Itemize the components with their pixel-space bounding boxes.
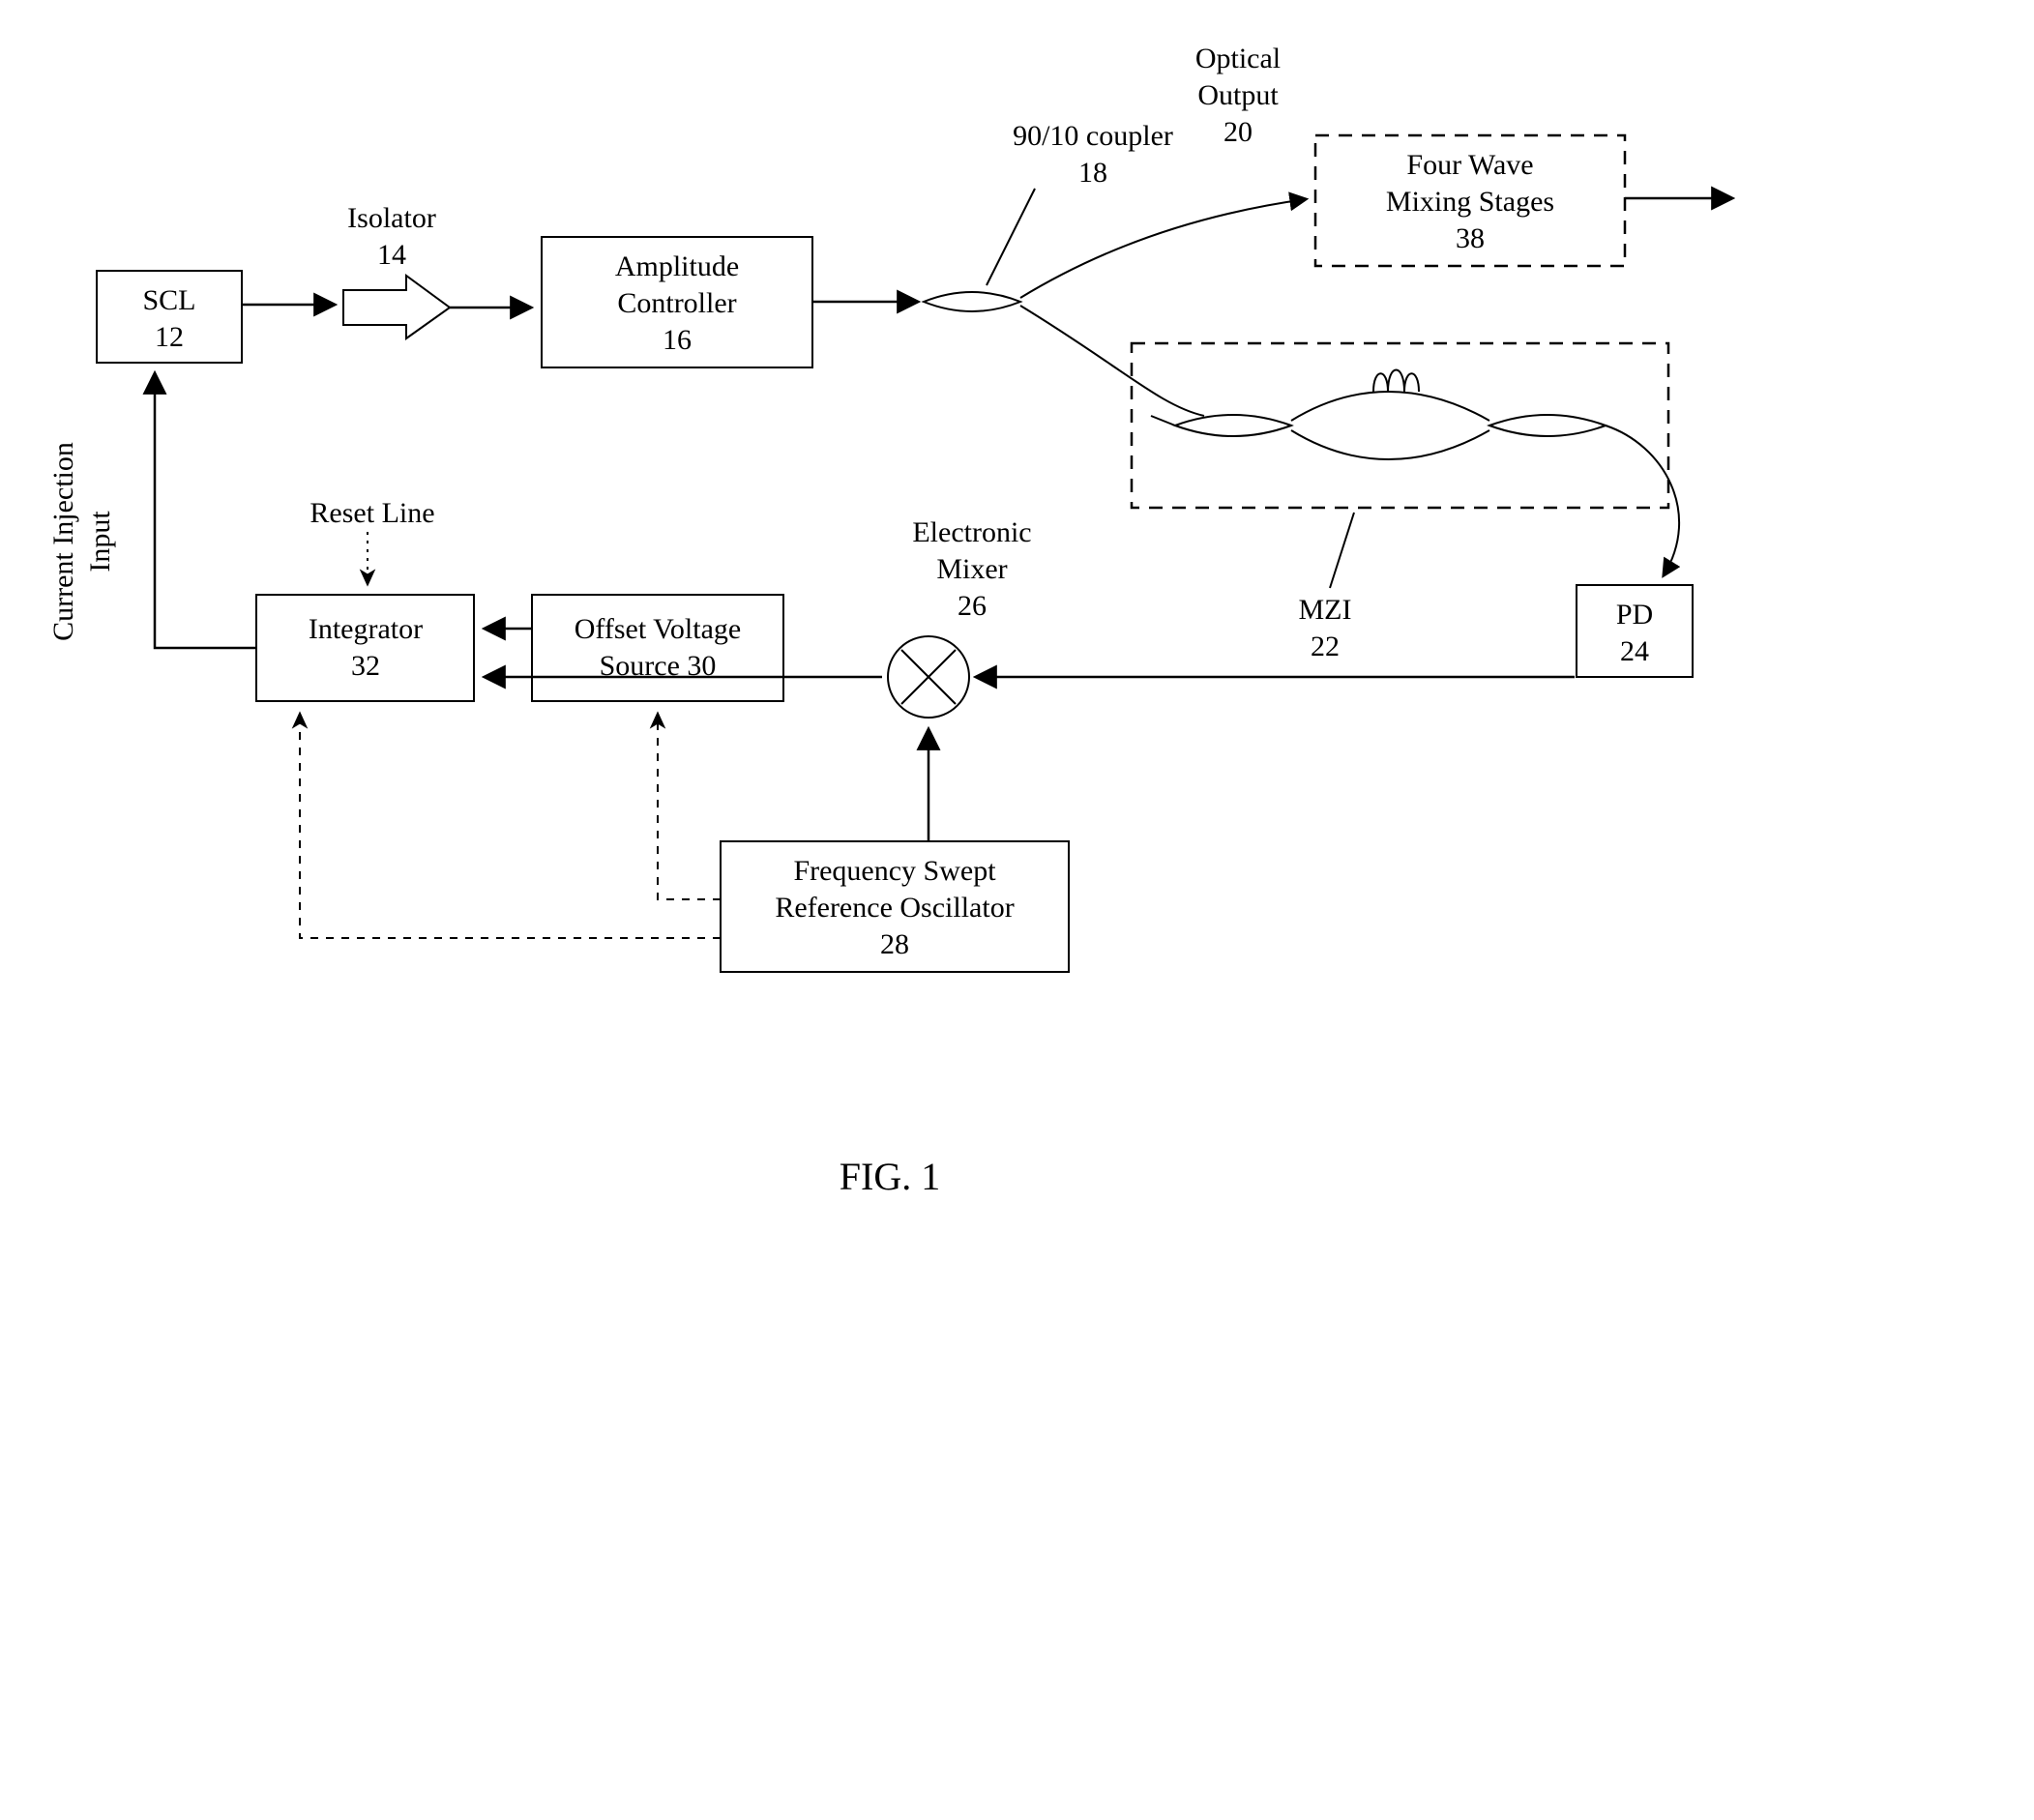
coupler-icon bbox=[924, 189, 1306, 416]
scl-block: SCL 12 bbox=[97, 271, 242, 363]
svg-text:Offset Voltage: Offset Voltage bbox=[575, 613, 742, 645]
svg-text:24: 24 bbox=[1620, 635, 1649, 667]
svg-text:18: 18 bbox=[1078, 157, 1107, 189]
svg-text:Optical: Optical bbox=[1195, 43, 1281, 74]
current-injection-label: Current Injection Input bbox=[47, 442, 116, 641]
svg-text:12: 12 bbox=[155, 321, 184, 353]
svg-text:90/10 coupler: 90/10 coupler bbox=[1013, 120, 1173, 152]
svg-text:MZI: MZI bbox=[1299, 594, 1352, 626]
svg-text:26: 26 bbox=[958, 590, 987, 622]
four-wave-mixing-block: Four Wave Mixing Stages 38 bbox=[1315, 135, 1625, 266]
svg-text:Isolator: Isolator bbox=[347, 202, 436, 234]
svg-text:Mixing Stages: Mixing Stages bbox=[1386, 186, 1554, 218]
svg-text:Reference Oscillator: Reference Oscillator bbox=[775, 892, 1014, 924]
svg-text:32: 32 bbox=[351, 650, 380, 682]
svg-text:Integrator: Integrator bbox=[309, 613, 423, 645]
amplitude-controller-block: Amplitude Controller 16 bbox=[542, 237, 812, 367]
arrow-freq-to-integrator bbox=[300, 713, 721, 938]
coupler-label: 90/10 coupler 18 bbox=[1013, 120, 1173, 189]
mzi-label: MZI 22 bbox=[1299, 513, 1355, 662]
mixer-label: Electronic Mixer 26 bbox=[912, 516, 1031, 622]
isolator-icon bbox=[343, 276, 450, 338]
svg-text:16: 16 bbox=[663, 324, 692, 356]
svg-text:SCL: SCL bbox=[142, 284, 195, 316]
svg-text:20: 20 bbox=[1223, 116, 1253, 148]
figure-caption: FIG. 1 bbox=[840, 1155, 940, 1198]
svg-text:Electronic: Electronic bbox=[912, 516, 1031, 548]
svg-text:Input: Input bbox=[84, 511, 116, 572]
svg-text:Output: Output bbox=[1197, 79, 1279, 111]
svg-text:Reset Line: Reset Line bbox=[310, 497, 434, 529]
pd-block: PD 24 bbox=[1577, 585, 1693, 677]
svg-text:PD: PD bbox=[1616, 599, 1653, 631]
svg-text:Four Wave: Four Wave bbox=[1406, 149, 1533, 181]
svg-text:Amplitude: Amplitude bbox=[615, 250, 739, 282]
mzi-block bbox=[1132, 343, 1679, 575]
arrow-freq-to-offset bbox=[658, 713, 721, 899]
offset-voltage-block: Offset Voltage Source 30 bbox=[532, 595, 783, 701]
isolator-label: Isolator 14 bbox=[347, 202, 436, 271]
arrow-integrator-to-scl bbox=[155, 374, 256, 648]
svg-text:38: 38 bbox=[1456, 222, 1485, 254]
svg-text:Mixer: Mixer bbox=[936, 553, 1007, 585]
svg-text:22: 22 bbox=[1311, 631, 1340, 662]
optical-output-label: Optical Output 20 bbox=[1195, 43, 1281, 148]
electronic-mixer-icon bbox=[888, 636, 969, 718]
svg-text:Frequency Swept: Frequency Swept bbox=[793, 855, 996, 887]
svg-text:14: 14 bbox=[377, 239, 406, 271]
svg-text:Current Injection: Current Injection bbox=[47, 442, 79, 641]
reset-line-label: Reset Line bbox=[310, 497, 434, 529]
svg-text:28: 28 bbox=[880, 928, 909, 960]
frequency-oscillator-block: Frequency Swept Reference Oscillator 28 bbox=[721, 841, 1069, 972]
diagram: SCL 12 Amplitude Controller 16 Four Wave… bbox=[0, 0, 2034, 1820]
svg-text:Controller: Controller bbox=[617, 287, 736, 319]
integrator-block: Integrator 32 bbox=[256, 595, 474, 701]
